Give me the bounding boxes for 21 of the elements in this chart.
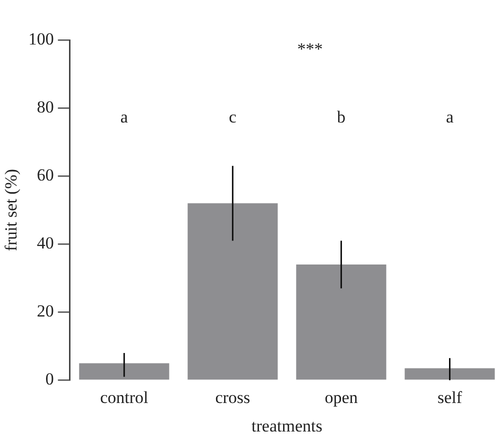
x-tick-label: cross [215,388,250,407]
bar [188,203,278,380]
bar [404,368,495,380]
annotation: a [120,108,128,127]
annotation: *** [297,39,323,58]
y-tick-label: 100 [28,29,54,48]
annotation: c [228,108,237,127]
annotation: b [336,108,346,127]
y-tick-label: 0 [45,370,54,389]
x-tick-label: open [324,388,358,407]
y-axis-title: fruit set (%) [2,169,21,252]
x-tick-label: self [437,388,462,407]
y-tick-label: 40 [36,234,54,253]
annotation: a [446,108,454,127]
x-tick-label: control [100,388,149,407]
bar [296,264,386,380]
y-tick-label: 80 [36,98,54,117]
y-tick-label: 60 [36,166,54,185]
x-axis-title: treatments [252,416,322,436]
y-tick-label: 20 [36,302,54,321]
bar [79,363,170,380]
